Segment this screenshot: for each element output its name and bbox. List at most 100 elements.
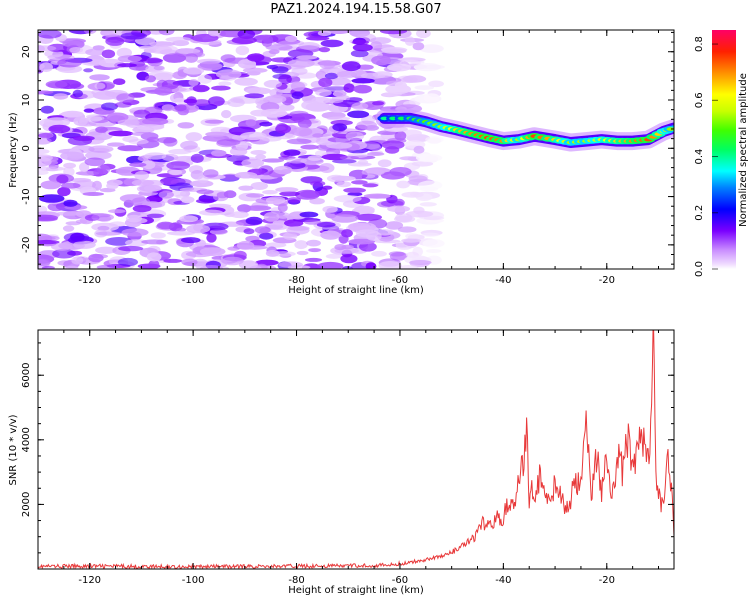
noise-blob — [241, 158, 265, 168]
noise-blob — [220, 54, 236, 63]
noise-blob — [56, 65, 83, 73]
noise-blob — [173, 97, 186, 103]
noise-blob — [197, 175, 209, 184]
noise-blob — [409, 260, 432, 265]
noise-blob — [304, 219, 322, 225]
noise-blob — [333, 194, 362, 203]
snr-x-label: Height of straight line (km) — [288, 585, 424, 596]
noise-blob — [63, 199, 78, 207]
noise-blob — [154, 86, 173, 96]
noise-blob — [286, 225, 310, 235]
noise-blob — [197, 62, 223, 71]
x-tick-label: -40 — [495, 575, 511, 586]
noise-blob — [332, 90, 347, 97]
y-tick-label: 0 — [21, 145, 32, 151]
noise-blob — [236, 240, 255, 250]
noise-blob — [190, 153, 204, 163]
noise-blob — [279, 191, 300, 197]
noise-blob — [73, 240, 96, 249]
noise-blob — [284, 219, 304, 227]
noise-blob — [60, 151, 85, 161]
x-tick-label: -20 — [599, 575, 615, 586]
noise-blob — [277, 203, 288, 212]
noise-blob — [372, 101, 385, 106]
noise-blob — [318, 77, 333, 88]
noise-blob — [83, 68, 94, 73]
noise-blob — [83, 108, 95, 113]
noise-blob — [421, 232, 440, 237]
noise-blob — [291, 91, 304, 100]
noise-blob — [72, 89, 84, 98]
noise-blob — [38, 170, 49, 175]
noise-blob — [229, 147, 248, 156]
noise-blob — [166, 161, 191, 171]
noise-blob — [234, 171, 258, 179]
x-tick-label: -60 — [392, 575, 408, 586]
noise-blob — [79, 162, 90, 173]
noise-blob — [199, 247, 226, 256]
noise-blob — [260, 108, 288, 118]
noise-blob — [142, 117, 169, 126]
noise-blob — [48, 124, 71, 134]
noise-blob — [265, 196, 286, 205]
noise-blob — [82, 192, 105, 196]
noise-blob — [339, 155, 359, 160]
noise-blob — [401, 238, 422, 243]
colorbar-tick-label: 0.4 — [694, 149, 705, 165]
noise-blob — [423, 215, 445, 221]
noise-blob — [385, 221, 404, 230]
noise-blob — [286, 138, 312, 145]
noise-blob — [65, 265, 79, 269]
noise-blob — [181, 237, 201, 244]
noise-blob — [38, 235, 60, 241]
y-tick-label: 10 — [21, 94, 32, 107]
noise-blob — [272, 220, 288, 226]
noise-blob — [326, 116, 351, 121]
noise-blob — [245, 87, 272, 95]
noise-blob — [140, 58, 164, 64]
noise-blob — [101, 102, 118, 111]
noise-blob — [85, 151, 112, 160]
spectrogram-y-label: Frequency (Hz) — [8, 112, 19, 188]
noise-blob — [306, 239, 321, 247]
noise-blob — [93, 168, 104, 177]
noise-blob — [318, 47, 331, 53]
noise-blob — [57, 58, 82, 68]
noise-blob — [421, 64, 445, 70]
noise-blob — [145, 75, 156, 83]
noise-blob — [116, 93, 135, 103]
noise-blob — [108, 209, 126, 214]
noise-blob — [168, 148, 192, 155]
noise-blob — [38, 30, 62, 39]
noise-blob — [306, 36, 330, 41]
x-tick-label: -120 — [78, 575, 101, 586]
noise-blob — [95, 246, 117, 254]
noise-blob — [299, 211, 319, 218]
noise-blob — [300, 144, 319, 150]
noise-blob — [38, 137, 52, 145]
noise-blob — [117, 119, 140, 126]
noise-blob — [394, 198, 405, 207]
noise-blob — [310, 180, 326, 187]
noise-blob — [378, 261, 402, 269]
noise-blob — [408, 175, 428, 183]
noise-blob — [145, 64, 165, 73]
colorbar-tick-label: 0.2 — [694, 205, 705, 221]
x-tick-label: -40 — [495, 275, 511, 286]
noise-blob — [132, 205, 152, 213]
y-tick-label: 6000 — [21, 362, 32, 387]
noise-blob — [216, 138, 241, 146]
noise-blob — [184, 53, 198, 63]
noise-blob — [221, 110, 232, 119]
noise-blob — [269, 88, 283, 98]
noise-blob — [324, 72, 339, 80]
noise-blob — [238, 260, 259, 269]
noise-blob — [53, 93, 69, 100]
noise-blob — [192, 84, 210, 93]
noise-blob — [397, 226, 417, 233]
noise-blob — [38, 90, 54, 95]
noise-blob — [146, 136, 160, 143]
noise-blob — [235, 45, 250, 56]
noise-blob — [413, 145, 425, 154]
colorbar-label: Normalized spectral amplitude — [738, 73, 749, 227]
